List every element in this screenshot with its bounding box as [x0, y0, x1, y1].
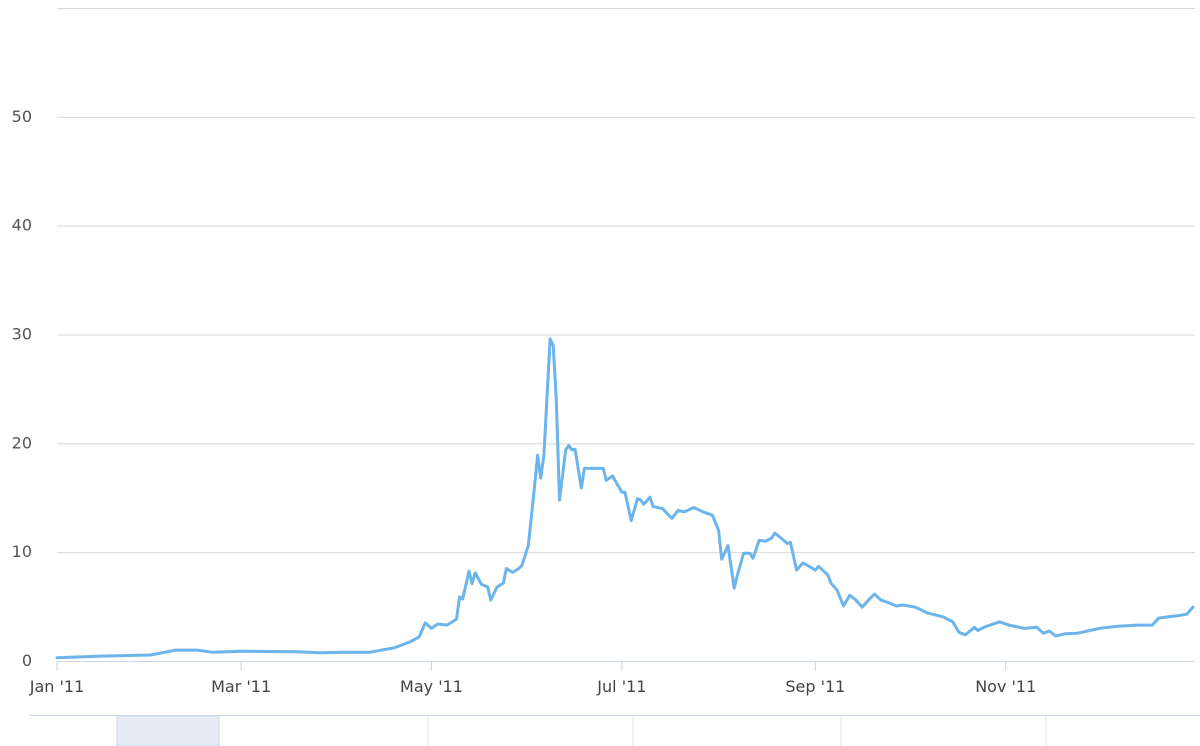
y-axis-labels: 0 10 20 30 40 50	[12, 107, 32, 670]
y-tick-label: 50	[12, 107, 32, 126]
x-tick-label: May '11	[400, 677, 463, 696]
x-axis-labels: Jan '11 Mar '11 May '11 Jul '11 Sep '11 …	[29, 677, 1037, 696]
x-tick-label: Mar '11	[211, 677, 271, 696]
y-tick-label: 30	[12, 325, 32, 344]
series-line	[55, 337, 1195, 660]
x-tick-label: Jan '11	[29, 677, 85, 696]
x-tick-label: Sep '11	[785, 677, 845, 696]
x-tick-label: Jul '11	[596, 677, 646, 696]
navigator-selection[interactable]	[116, 715, 220, 746]
y-tick-label: 10	[12, 542, 32, 561]
y-tick-label: 40	[12, 216, 32, 235]
navigator[interactable]	[30, 715, 1200, 746]
y-tick-label: 20	[12, 433, 32, 452]
y-tick-label: 0	[22, 651, 32, 670]
x-axis-ticks	[56, 661, 1007, 671]
grid-lines	[57, 8, 1195, 554]
x-tick-label: Nov '11	[975, 677, 1036, 696]
